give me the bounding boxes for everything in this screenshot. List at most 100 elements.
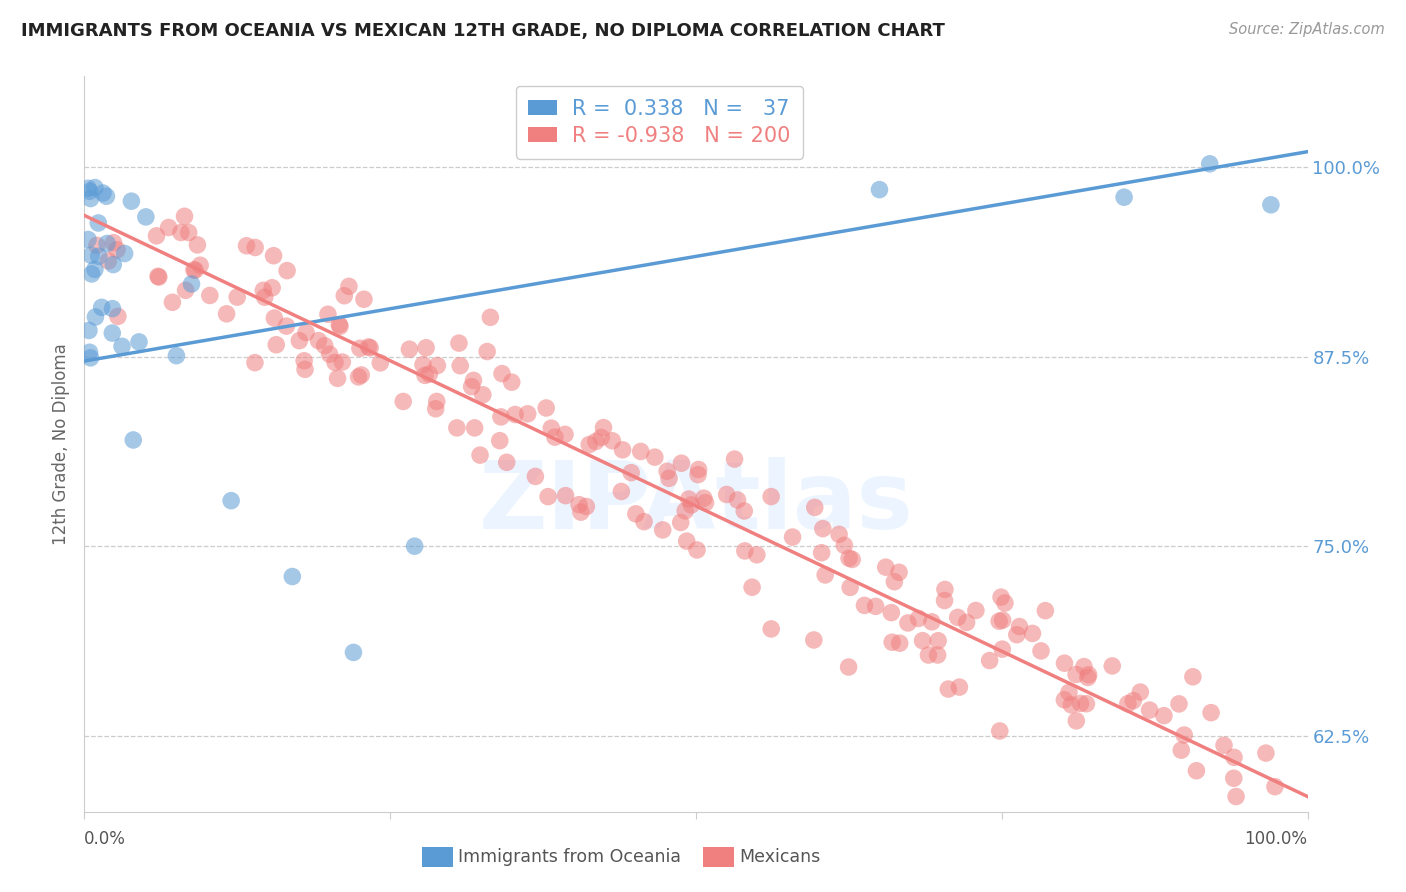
Point bbox=[880, 606, 903, 620]
Point bbox=[524, 469, 547, 483]
Point bbox=[1033, 604, 1056, 618]
Point bbox=[80, 248, 103, 262]
Point bbox=[1114, 190, 1136, 204]
Text: Mexicans: Mexicans bbox=[740, 848, 821, 866]
Point bbox=[1173, 728, 1195, 742]
Point bbox=[353, 292, 375, 306]
Point bbox=[1168, 697, 1191, 711]
Point bbox=[146, 269, 169, 284]
Point bbox=[276, 319, 298, 334]
Point bbox=[838, 551, 860, 566]
Point bbox=[294, 362, 316, 376]
Point bbox=[716, 487, 738, 501]
Point bbox=[1073, 659, 1095, 673]
Point bbox=[1223, 771, 1246, 785]
Point bbox=[87, 216, 110, 230]
Point bbox=[180, 277, 202, 291]
Point bbox=[174, 283, 197, 297]
Point bbox=[569, 505, 592, 519]
Point bbox=[79, 345, 101, 359]
Point bbox=[1122, 693, 1144, 707]
Point bbox=[865, 599, 887, 614]
Point bbox=[695, 496, 717, 510]
Point bbox=[1005, 628, 1028, 642]
Point bbox=[1076, 697, 1098, 711]
Point bbox=[464, 421, 486, 435]
Point bbox=[479, 310, 502, 325]
Point bbox=[838, 660, 860, 674]
Point bbox=[782, 530, 804, 544]
Point bbox=[87, 249, 110, 263]
Point bbox=[911, 633, 934, 648]
Point bbox=[404, 539, 426, 553]
Point bbox=[96, 189, 118, 203]
Point bbox=[446, 421, 468, 435]
Point bbox=[875, 560, 897, 574]
Point bbox=[575, 500, 598, 514]
Point bbox=[917, 648, 939, 662]
Text: Immigrants from Oceania: Immigrants from Oceania bbox=[458, 848, 682, 866]
Point bbox=[503, 408, 526, 422]
Point bbox=[883, 574, 905, 589]
Text: 0.0%: 0.0% bbox=[84, 830, 127, 848]
Point bbox=[671, 456, 693, 470]
Point bbox=[165, 349, 187, 363]
Point bbox=[612, 442, 634, 457]
Point bbox=[412, 358, 434, 372]
Point bbox=[990, 590, 1012, 604]
Point bbox=[1198, 157, 1220, 171]
Point bbox=[946, 610, 969, 624]
Point bbox=[693, 491, 716, 506]
Point bbox=[759, 490, 782, 504]
Point bbox=[103, 258, 125, 272]
Point bbox=[157, 220, 180, 235]
Point bbox=[934, 593, 956, 607]
Point bbox=[1153, 708, 1175, 723]
Point bbox=[349, 341, 371, 355]
Point bbox=[803, 500, 825, 515]
Point bbox=[263, 311, 285, 326]
Point bbox=[988, 614, 1011, 628]
Point bbox=[488, 434, 510, 448]
Point bbox=[501, 375, 523, 389]
Point bbox=[337, 279, 360, 293]
Point bbox=[101, 301, 124, 316]
Point bbox=[350, 368, 373, 382]
Point bbox=[186, 238, 208, 252]
Point bbox=[839, 581, 862, 595]
Point bbox=[1069, 697, 1091, 711]
Legend: R =  0.338   N =   37, R = -0.938   N = 200: R = 0.338 N = 37, R = -0.938 N = 200 bbox=[516, 87, 803, 159]
Point bbox=[988, 723, 1011, 738]
Point bbox=[620, 466, 643, 480]
Point bbox=[537, 490, 560, 504]
Point bbox=[463, 373, 485, 387]
Point bbox=[122, 433, 145, 447]
Point bbox=[834, 538, 856, 552]
Point bbox=[288, 334, 311, 348]
Point bbox=[413, 368, 436, 383]
Point bbox=[243, 240, 266, 254]
Point bbox=[554, 489, 576, 503]
Text: Source: ZipAtlas.com: Source: ZipAtlas.com bbox=[1229, 22, 1385, 37]
Point bbox=[226, 290, 249, 304]
Point bbox=[965, 603, 987, 617]
Point bbox=[135, 210, 157, 224]
Point bbox=[516, 407, 538, 421]
Point bbox=[426, 359, 449, 373]
Point bbox=[1053, 693, 1076, 707]
Point bbox=[1225, 789, 1247, 804]
Point bbox=[882, 635, 904, 649]
Point bbox=[243, 356, 266, 370]
Point bbox=[162, 295, 184, 310]
Point bbox=[934, 582, 956, 597]
Point bbox=[491, 367, 513, 381]
Point bbox=[295, 326, 318, 340]
Point bbox=[1064, 667, 1087, 681]
Point bbox=[188, 258, 211, 272]
Point bbox=[675, 534, 697, 549]
Point bbox=[173, 209, 195, 223]
Point bbox=[1077, 670, 1099, 684]
Point bbox=[554, 427, 576, 442]
Point bbox=[1223, 750, 1246, 764]
Y-axis label: 12th Grade, No Diploma: 12th Grade, No Diploma bbox=[52, 343, 70, 545]
